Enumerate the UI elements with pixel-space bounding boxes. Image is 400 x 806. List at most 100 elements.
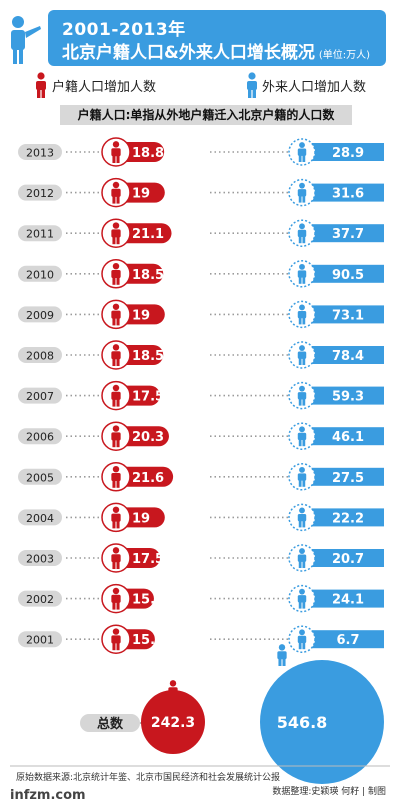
migrant-person-icon bbox=[297, 507, 307, 528]
migrant-person-icon bbox=[297, 345, 307, 365]
year-pill bbox=[18, 347, 62, 363]
migrant-person-icon bbox=[297, 629, 307, 650]
hukou-person-icon bbox=[111, 587, 121, 610]
migrant-value-label: 22.2 bbox=[332, 511, 364, 526]
migrant-value-label: 24.1 bbox=[332, 593, 364, 608]
total-hukou-circle bbox=[141, 690, 205, 754]
hukou-value-label: 19 bbox=[132, 308, 150, 323]
migrant-bar bbox=[300, 224, 384, 243]
migrant-value-label: 37.7 bbox=[332, 227, 364, 242]
year-pill bbox=[18, 144, 62, 160]
year-pill bbox=[18, 265, 62, 282]
migrant-person-icon bbox=[297, 426, 307, 447]
site-name: infzm.com bbox=[10, 788, 86, 803]
migrant-person-icon bbox=[297, 182, 307, 203]
hukou-person-icon bbox=[111, 628, 121, 651]
migrant-bar bbox=[300, 346, 384, 364]
year-pill bbox=[18, 387, 62, 404]
migrant-value-label: 20.7 bbox=[332, 552, 364, 567]
year-label: 2006 bbox=[26, 431, 54, 444]
year-label: 2011 bbox=[26, 228, 54, 241]
migrant-bar bbox=[300, 508, 384, 527]
migrant-bar bbox=[300, 467, 384, 486]
total-pill bbox=[80, 714, 140, 732]
year-pill bbox=[18, 184, 62, 201]
migrant-value-label: 73.1 bbox=[332, 308, 364, 323]
year-pill bbox=[18, 306, 62, 323]
year-label: 2013 bbox=[26, 147, 54, 160]
presenter-icon bbox=[11, 16, 41, 64]
year-pill bbox=[18, 550, 62, 566]
credit-text: 数据整理:史颖瑛 何籽 | 制图 bbox=[272, 787, 386, 797]
total-label: 总数 bbox=[97, 716, 124, 732]
total-migrant-person-icon bbox=[277, 644, 287, 666]
total-hukou-value: 242.3 bbox=[151, 715, 195, 731]
total-migrant-circle bbox=[260, 660, 384, 784]
migrant-value-label: 78.4 bbox=[332, 349, 364, 364]
hukou-person-icon bbox=[111, 141, 121, 163]
migrant-person-icon bbox=[297, 142, 307, 162]
year-label: 2003 bbox=[26, 553, 54, 566]
migrant-bar bbox=[300, 386, 384, 405]
hukou-person-icon bbox=[111, 384, 121, 407]
year-pill bbox=[18, 468, 62, 485]
migrant-bar bbox=[300, 305, 384, 324]
hukou-value-label: 18.5 bbox=[132, 268, 164, 283]
migrant-bar bbox=[300, 549, 384, 567]
hukou-value-label: 21.6 bbox=[132, 471, 164, 486]
hukou-person-icon bbox=[111, 222, 121, 245]
hukou-person-icon bbox=[111, 465, 121, 488]
year-pill bbox=[18, 225, 62, 242]
migrant-bar bbox=[300, 264, 384, 283]
hukou-value-label: 15.6 bbox=[132, 593, 164, 608]
migrant-person-icon bbox=[297, 588, 307, 609]
migrant-person-icon bbox=[297, 466, 307, 487]
migrant-person-icon bbox=[297, 263, 307, 284]
migrant-value-label: 46.1 bbox=[332, 430, 364, 445]
migrant-value-label: 59.3 bbox=[332, 390, 364, 405]
hukou-person-icon bbox=[111, 344, 121, 366]
migrant-bar bbox=[300, 589, 384, 608]
year-label: 2001 bbox=[26, 634, 54, 647]
year-pill bbox=[18, 509, 62, 526]
migrant-value-label: 31.6 bbox=[332, 187, 364, 202]
hukou-person-icon bbox=[111, 547, 121, 569]
hukou-value-label: 18.8 bbox=[132, 146, 164, 161]
title-main: 北京户籍人口&外来人口增长概况 bbox=[62, 43, 315, 63]
year-label: 2010 bbox=[26, 268, 54, 281]
hukou-value-label: 19 bbox=[132, 187, 150, 202]
legend-migrant-label: 外来人口增加人数 bbox=[262, 80, 367, 95]
legend-hukou-label: 户籍人口增加人数 bbox=[52, 80, 157, 95]
year-pill bbox=[18, 428, 62, 445]
year-label: 2002 bbox=[26, 593, 54, 606]
hukou-value-label: 18.5 bbox=[132, 349, 164, 364]
migrant-bar bbox=[300, 183, 384, 202]
hukou-person-icon bbox=[111, 262, 121, 285]
migrant-person-icon bbox=[297, 304, 307, 325]
year-label: 2008 bbox=[26, 350, 54, 363]
hukou-value-label: 21.1 bbox=[132, 227, 164, 242]
hukou-value-label: 19 bbox=[132, 511, 150, 526]
hukou-person-icon bbox=[111, 506, 121, 529]
title-banner: 2001-2013年 北京户籍人口&外来人口增长概况 (单位:万人) bbox=[48, 10, 386, 66]
migrant-value-label: 27.5 bbox=[332, 471, 364, 486]
hukou-value-label: 17.5 bbox=[132, 552, 164, 567]
year-pill bbox=[18, 590, 62, 607]
year-label: 2007 bbox=[26, 390, 54, 403]
migrant-person-icon bbox=[297, 385, 307, 406]
year-label: 2004 bbox=[26, 512, 54, 525]
unit-label: (单位:万人) bbox=[318, 50, 370, 61]
year-pill bbox=[18, 631, 62, 648]
hukou-value-label: 17.5 bbox=[132, 390, 164, 405]
migrant-bar bbox=[300, 143, 384, 161]
legend-migrant-icon bbox=[247, 72, 257, 98]
migrant-value-label: 90.5 bbox=[332, 268, 364, 283]
year-label: 2009 bbox=[26, 309, 54, 322]
migrant-value-label: 6.7 bbox=[336, 633, 359, 648]
total-migrant-value: 546.8 bbox=[277, 713, 328, 732]
migrant-bar bbox=[300, 630, 384, 649]
source-text: 原始数据来源:北京统计年鉴、北京市国民经济和社会发展统计公报 bbox=[16, 773, 281, 783]
hukou-value-label: 15.9 bbox=[132, 633, 164, 648]
